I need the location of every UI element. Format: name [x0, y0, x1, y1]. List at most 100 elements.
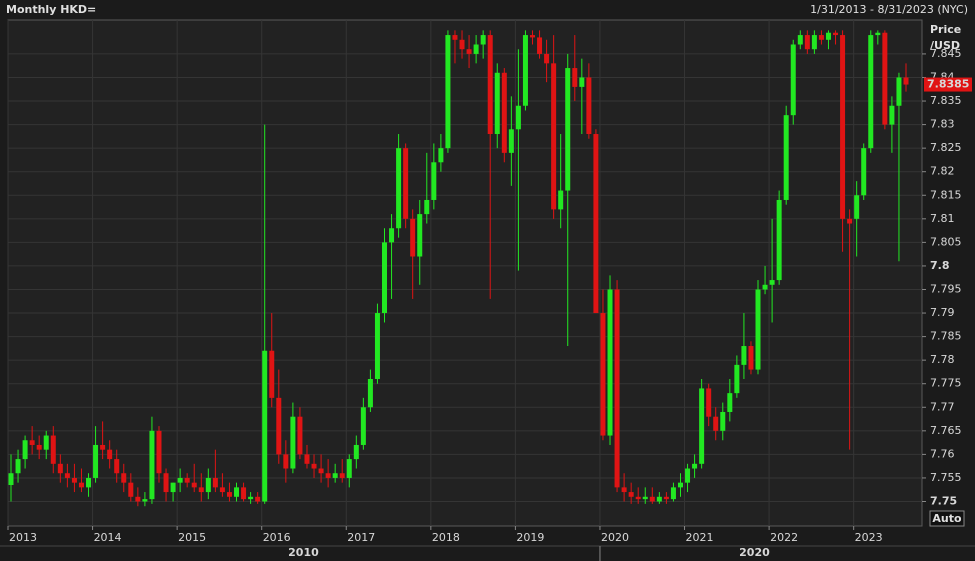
candle-body [170, 482, 176, 493]
y-tick-label: 7.825 [930, 141, 962, 154]
candle-body [424, 199, 430, 215]
y-tick-label: 7.765 [930, 424, 962, 437]
x-tick-label: 2023 [855, 531, 883, 544]
candle-body [649, 496, 655, 502]
y-tick-label: 7.78 [930, 353, 955, 366]
candle-body [64, 473, 70, 478]
y-tick-label: 7.805 [930, 235, 962, 248]
candle-body [353, 444, 359, 460]
y-tick-label: 7.8 [930, 259, 950, 272]
candle-body [241, 487, 247, 500]
candle-body [156, 430, 162, 474]
candle-body [727, 393, 733, 412]
y-tick-label: 7.835 [930, 94, 962, 107]
candle-body [198, 487, 204, 493]
candle-body [22, 440, 28, 460]
candle-body [389, 228, 395, 243]
y-tick-label: 7.82 [930, 165, 955, 178]
candle-body [551, 63, 557, 210]
candle-body [833, 32, 839, 36]
candle-body [586, 77, 592, 135]
candle-body [466, 49, 472, 54]
x-tick-label: 2015 [178, 531, 206, 544]
candle-body [142, 499, 148, 502]
candle-body [290, 416, 296, 469]
candle-body [332, 473, 338, 478]
candle-body [100, 444, 106, 450]
auto-scale-button[interactable] [929, 510, 965, 527]
candle-body [212, 477, 218, 488]
candle-body [621, 487, 627, 493]
candle-body [459, 39, 465, 50]
candle-body [875, 32, 881, 36]
candle-body [840, 35, 846, 219]
candle-body [297, 416, 303, 455]
candle-body [177, 477, 183, 483]
candle-body [325, 473, 331, 478]
candle-body [854, 195, 860, 219]
candle-body [346, 459, 352, 478]
candle-body [438, 148, 444, 163]
candle-body [565, 68, 571, 191]
plot-area [7, 19, 923, 527]
candle-body [635, 496, 641, 500]
candle-body [804, 35, 810, 50]
candle-body [43, 435, 49, 450]
auto-scale-label[interactable]: Auto [932, 512, 962, 525]
candle-body [748, 346, 754, 370]
x-tick-label: 2016 [263, 531, 291, 544]
candle-body [487, 35, 493, 135]
y-tick-label: 7.79 [930, 306, 955, 319]
candle-body [699, 388, 705, 464]
candle-body [529, 35, 535, 38]
y-tick-label: 7.815 [930, 188, 962, 201]
y-tick-label: 7.795 [930, 282, 962, 295]
candle-body [29, 440, 35, 445]
y-axis-label: /USD [930, 39, 960, 52]
candle-body [374, 313, 380, 380]
candle-body [15, 459, 21, 474]
candle-body [86, 477, 92, 488]
candle-body [367, 379, 373, 408]
candle-body [762, 284, 768, 290]
candle-body [600, 313, 606, 436]
grid [7, 20, 922, 526]
candle-body [311, 463, 317, 469]
candle-body [825, 32, 831, 40]
last-price-box [924, 77, 972, 92]
candle-body [818, 35, 824, 40]
x-group-label: 2020 [739, 546, 770, 559]
x-tick-label: 2022 [770, 531, 798, 544]
y-tick-label: 7.77 [930, 400, 955, 413]
x-tick-label: 2013 [9, 531, 37, 544]
y-tick-label: 7.845 [930, 47, 962, 60]
candle-body [452, 35, 458, 40]
candle-body [304, 454, 310, 464]
candle-body [656, 496, 662, 502]
candle-body [191, 482, 197, 488]
candle-body [797, 35, 803, 45]
candle-body [642, 496, 648, 500]
candle-body [283, 454, 289, 469]
candle-body [501, 72, 507, 153]
y-tick-label: 7.775 [930, 377, 962, 390]
y-tick-label: 7.755 [930, 471, 962, 484]
x-tick-label: 2021 [686, 531, 714, 544]
candle-body [670, 487, 676, 500]
candle-body [396, 148, 402, 229]
candle-body [135, 496, 141, 502]
candle-body [339, 473, 345, 478]
candle-body [868, 35, 874, 149]
candle-body [515, 105, 521, 130]
candle-body [382, 242, 388, 314]
candle-body [318, 468, 324, 474]
candle-body [403, 148, 409, 219]
candle-body [71, 477, 77, 483]
candle-body [78, 482, 84, 488]
candle-body [276, 397, 282, 455]
candle-body [8, 473, 14, 486]
candle-body [903, 77, 909, 85]
candle-body [572, 68, 578, 87]
candle-body [269, 350, 275, 398]
